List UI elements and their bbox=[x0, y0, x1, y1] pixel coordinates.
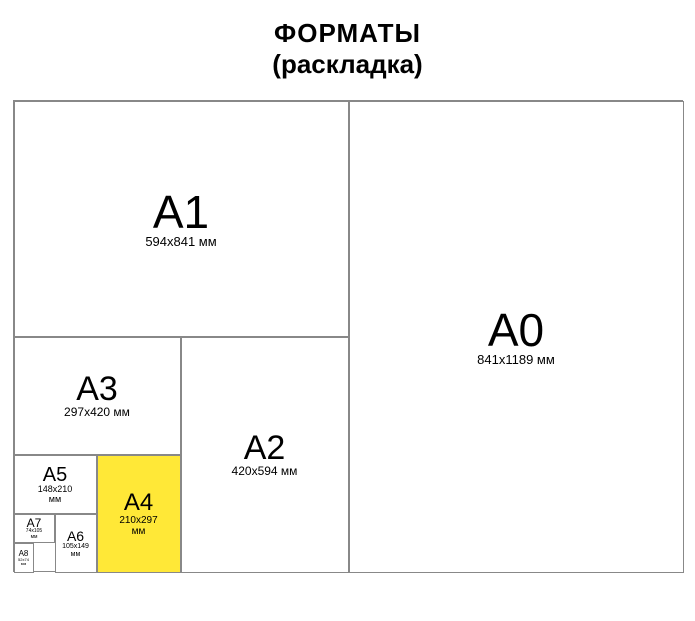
format-box-a3: A3297x420 мм bbox=[14, 337, 181, 455]
format-name-a6: A6 bbox=[67, 529, 84, 543]
format-name-a0: A0 bbox=[488, 307, 544, 353]
format-box-a1: A1594x841 мм bbox=[14, 101, 349, 337]
title-line2: (раскладка) bbox=[272, 49, 422, 80]
format-box-a0: A0841x1189 мм bbox=[349, 101, 684, 573]
format-name-a5: A5 bbox=[43, 465, 67, 485]
format-box-a7: A774x105мм bbox=[14, 514, 55, 543]
format-box-a2: A2420x594 мм bbox=[181, 337, 349, 573]
format-dim-a6: 105x149мм bbox=[62, 543, 89, 558]
format-dim-a5: 148x210мм bbox=[38, 485, 73, 505]
format-dim-a4: 210x297мм bbox=[119, 515, 157, 537]
format-box-a8: A852x74мм bbox=[14, 543, 34, 573]
format-dim-a8: 52x74мм bbox=[18, 558, 29, 567]
format-name-a1: A1 bbox=[153, 189, 209, 235]
format-dim-a3: 297x420 мм bbox=[64, 406, 130, 419]
format-name-a2: A2 bbox=[244, 431, 286, 465]
format-name-a4: A4 bbox=[124, 491, 153, 515]
format-name-a3: A3 bbox=[76, 372, 118, 406]
format-box-a5: A5148x210мм bbox=[14, 455, 97, 514]
format-dim-a1: 594x841 мм bbox=[145, 235, 216, 249]
title-line1: ФОРМАТЫ bbox=[272, 18, 422, 49]
format-dim-a2: 420x594 мм bbox=[232, 465, 298, 478]
format-dim-a0: 841x1189 мм bbox=[477, 353, 555, 367]
paper-formats-diagram: A0841x1189 ммA1594x841 ммA2420x594 ммA32… bbox=[13, 100, 683, 572]
format-box-a6: A6105x149мм bbox=[55, 514, 97, 573]
format-dim-a7: 74x105мм bbox=[26, 529, 42, 540]
format-box-a4: A4210x297мм bbox=[97, 455, 181, 573]
title-block: ФОРМАТЫ (раскладка) bbox=[272, 18, 422, 80]
